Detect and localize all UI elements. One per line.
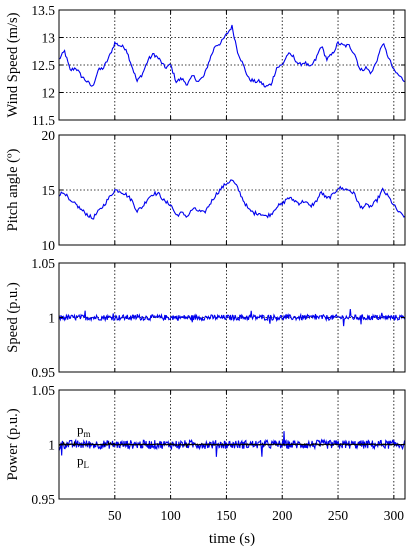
- wind-speed-panel: 11.5 12 12.5 13 13.5 Wind Speed (m/s): [5, 3, 406, 128]
- x-axis-label: time (s): [209, 531, 255, 547]
- y-tick-label: 13: [42, 31, 56, 46]
- y-tick-label: 10: [42, 238, 56, 253]
- y-tick-label: 1: [48, 311, 55, 326]
- legend-label-pm: pm: [77, 422, 91, 439]
- pitch-angle-series-line: [58, 179, 406, 220]
- y-tick-label: 12: [42, 86, 56, 101]
- power-panel: 0.95 1 1.05 Power (p.u.) 50 100 150 200 250 300 ti…: [5, 383, 406, 547]
- y-tick-label: 1.05: [31, 256, 55, 271]
- x-tick-label: 50: [108, 508, 122, 523]
- pm-series-line: [58, 431, 406, 457]
- wind-speed-y-axis-label: Wind Speed (m/s): [5, 12, 21, 117]
- y-tick-label: 20: [42, 128, 56, 143]
- y-tick-label: 11.5: [32, 113, 55, 128]
- speed-y-axis-label: Speed (p.u.): [5, 282, 21, 353]
- y-tick-label: 1.05: [31, 383, 55, 398]
- x-tick-label: 200: [272, 508, 293, 523]
- x-tick-label: 250: [328, 508, 349, 523]
- y-tick-label: 0.95: [31, 492, 55, 507]
- pitch-angle-y-axis-label: Pitch angle (º): [5, 149, 21, 232]
- legend-label-pl: pL: [77, 453, 89, 470]
- y-tick-label: 15: [42, 183, 56, 198]
- y-tick-label: 0.95: [31, 365, 55, 380]
- pL-series-line: [58, 440, 405, 448]
- speed-panel: 0.95 1 1.05 Speed (p.u.): [5, 256, 406, 380]
- x-tick-label: 150: [216, 508, 237, 523]
- x-tick-label: 100: [160, 508, 181, 523]
- y-tick-label: 12.5: [31, 58, 55, 73]
- speed-series-line: [58, 308, 406, 327]
- y-tick-label: 1: [48, 438, 55, 453]
- y-tick-label: 13.5: [31, 3, 55, 18]
- x-tick-label: 300: [384, 508, 405, 523]
- pitch-angle-panel: 10 15 20 Pitch angle (º): [5, 128, 406, 253]
- power-y-axis-label: Power (p.u.): [5, 408, 21, 480]
- wind-speed-series-line: [58, 24, 406, 88]
